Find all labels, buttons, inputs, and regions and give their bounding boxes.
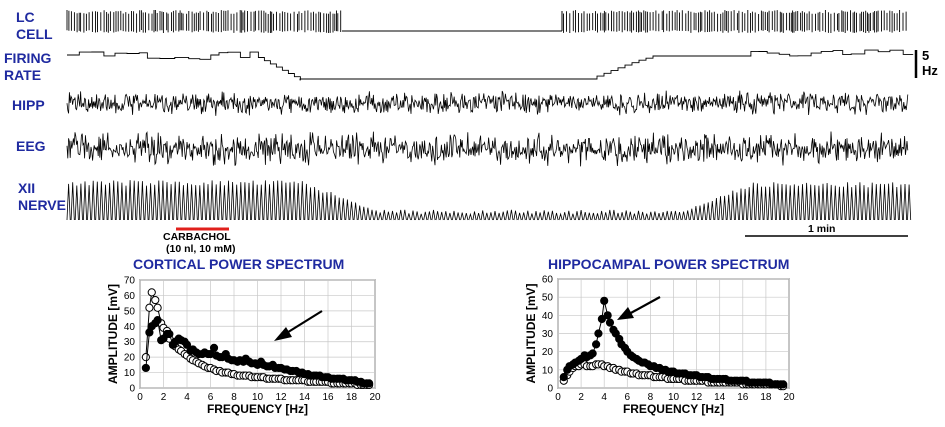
- x-tick-label: 4: [184, 392, 190, 403]
- x-tick-label: 8: [648, 392, 654, 403]
- filled-data-point: [182, 340, 192, 349]
- filled-data-point: [165, 329, 174, 339]
- x-axis-label: FREQUENCY [Hz]: [623, 402, 724, 416]
- x-tick-label: 16: [737, 392, 749, 403]
- y-tick-label: 50: [124, 306, 136, 317]
- y-tick-label: 40: [124, 322, 136, 333]
- x-tick-label: 14: [299, 392, 311, 403]
- x-tick-label: 20: [783, 392, 795, 403]
- arrow-shaft: [628, 296, 661, 315]
- lc-cell-spike-trace: [66, 10, 907, 33]
- filled-data-point: [594, 329, 603, 338]
- y-tick-label: 70: [124, 276, 136, 287]
- x-tick-label: 12: [275, 392, 287, 403]
- arrow-icon: [617, 307, 634, 320]
- x-tick-label: 10: [252, 392, 264, 403]
- filled-data-point: [365, 379, 374, 388]
- y-axis-label: AMPLITUDE [mV]: [524, 284, 538, 384]
- filled-data-point: [592, 340, 601, 349]
- y-tick-label: 30: [124, 337, 136, 348]
- open-data-point: [141, 353, 150, 362]
- x-tick-label: 2: [578, 392, 584, 403]
- x-tick-label: 12: [691, 392, 703, 403]
- carbachol-label: CARBACHOL: [163, 231, 231, 243]
- x-tick-label: 14: [714, 392, 726, 403]
- arrow-icon: [274, 327, 292, 341]
- filled-data-point: [559, 373, 568, 382]
- y-tick-label: 0: [547, 384, 553, 395]
- time-scale-label: 1 min: [808, 223, 836, 235]
- hipp-signal: [66, 90, 909, 116]
- x-tick-label: 18: [760, 392, 772, 403]
- x-tick-label: 0: [555, 392, 561, 403]
- x-tick-label: 8: [231, 392, 237, 403]
- y-tick-label: 40: [542, 311, 554, 322]
- firing-rate-line: [67, 49, 914, 81]
- filled-data-point: [600, 296, 609, 305]
- x-tick-label: 20: [369, 392, 381, 403]
- open-data-point: [153, 303, 162, 312]
- y-tick-label: 60: [124, 291, 136, 302]
- filled-data-point: [209, 343, 219, 352]
- x-tick-label: 10: [668, 392, 680, 403]
- x-tick-label: 16: [322, 392, 334, 403]
- filled-data-point: [605, 318, 615, 327]
- carbachol-dose-label: (10 nl, 10 mM): [166, 243, 236, 255]
- y-tick-label: 20: [124, 353, 136, 364]
- filled-data-point: [597, 314, 606, 324]
- y-tick-label: 50: [542, 293, 554, 304]
- x-tick-label: 0: [137, 392, 143, 403]
- filled-data-point: [779, 380, 788, 389]
- x-tick-label: 18: [346, 392, 358, 403]
- label-lc-cell: LC CELL: [16, 9, 53, 42]
- xii-nerve-trace: [66, 180, 912, 221]
- label-eeg: EEG: [16, 138, 46, 154]
- x-tick-label: 2: [161, 392, 167, 403]
- label-hipp: HIPP: [12, 97, 45, 113]
- firing-rate-trace: [67, 49, 914, 81]
- open-data-point: [151, 295, 160, 305]
- y-tick-label: 60: [542, 275, 554, 286]
- y-axis-label: AMPLITUDE [mV]: [106, 284, 120, 384]
- lc-spikes: [66, 10, 907, 33]
- filled-data-point: [141, 363, 150, 373]
- open-data-point: [145, 303, 154, 312]
- y-tick-label: 0: [129, 384, 135, 395]
- open-data-point: [147, 288, 156, 297]
- cortical-chart-title: CORTICAL POWER SPECTRUM: [133, 256, 345, 272]
- y-tick-label: 30: [542, 329, 554, 340]
- label-firing-rate: FIRING RATE: [4, 50, 52, 83]
- eeg-trace: [66, 131, 909, 167]
- y-tick-label: 10: [542, 365, 554, 376]
- filled-data-point: [153, 316, 162, 325]
- xii-nerve-signal: [66, 180, 912, 221]
- y-tick-label: 20: [542, 347, 554, 358]
- x-tick-label: 6: [208, 392, 214, 403]
- x-tick-label: 6: [625, 392, 631, 403]
- filled-data-point: [603, 311, 612, 320]
- hippocampal-chart-title: HIPPOCAMPAL POWER SPECTRUM: [548, 256, 790, 272]
- x-axis-label: FREQUENCY [Hz]: [207, 402, 308, 416]
- arrow-shaft: [284, 310, 323, 335]
- filled-data-point: [588, 349, 597, 358]
- hipp-trace: [66, 90, 909, 116]
- rate-scale-label: 5 Hz: [922, 48, 938, 78]
- eeg-signal: [66, 131, 909, 167]
- x-tick-label: 4: [601, 392, 607, 403]
- label-xii-nerve: XII NERVE: [18, 180, 66, 213]
- y-tick-label: 10: [124, 368, 136, 379]
